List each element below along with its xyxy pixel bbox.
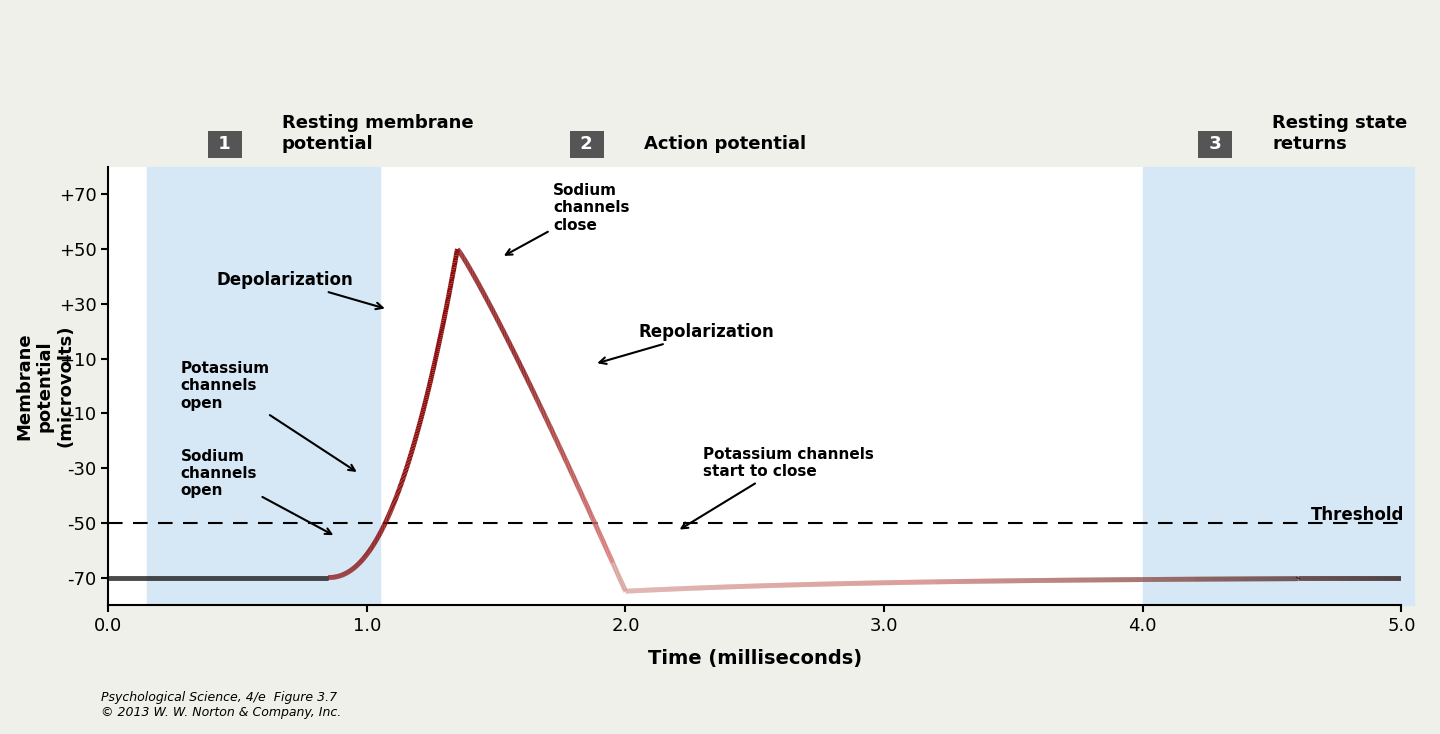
Y-axis label: Membrane
potential
(microvolts): Membrane potential (microvolts) — [14, 324, 75, 447]
Text: Threshold: Threshold — [1310, 506, 1404, 523]
Text: Sodium
channels
close: Sodium channels close — [505, 183, 629, 255]
Bar — [147, 167, 380, 605]
Text: Sodium
channels
open: Sodium channels open — [180, 448, 331, 534]
Bar — [1143, 167, 1414, 605]
Text: 3: 3 — [1202, 135, 1228, 153]
Text: Psychological Science, 4/e  Figure 3.7
© 2013 W. W. Norton & Company, Inc.: Psychological Science, 4/e Figure 3.7 © … — [101, 691, 341, 719]
Text: 2: 2 — [575, 135, 599, 153]
Text: Resting state
returns: Resting state returns — [1272, 115, 1407, 153]
Text: Depolarization: Depolarization — [217, 271, 383, 309]
Text: Potassium channels
start to close: Potassium channels start to close — [681, 447, 874, 528]
Text: 1: 1 — [212, 135, 238, 153]
Text: Action potential: Action potential — [644, 135, 806, 153]
Text: Potassium
channels
open: Potassium channels open — [180, 361, 354, 470]
Text: Resting membrane
potential: Resting membrane potential — [282, 115, 474, 153]
X-axis label: Time (milliseconds): Time (milliseconds) — [648, 649, 863, 668]
Text: Repolarization: Repolarization — [599, 323, 775, 364]
